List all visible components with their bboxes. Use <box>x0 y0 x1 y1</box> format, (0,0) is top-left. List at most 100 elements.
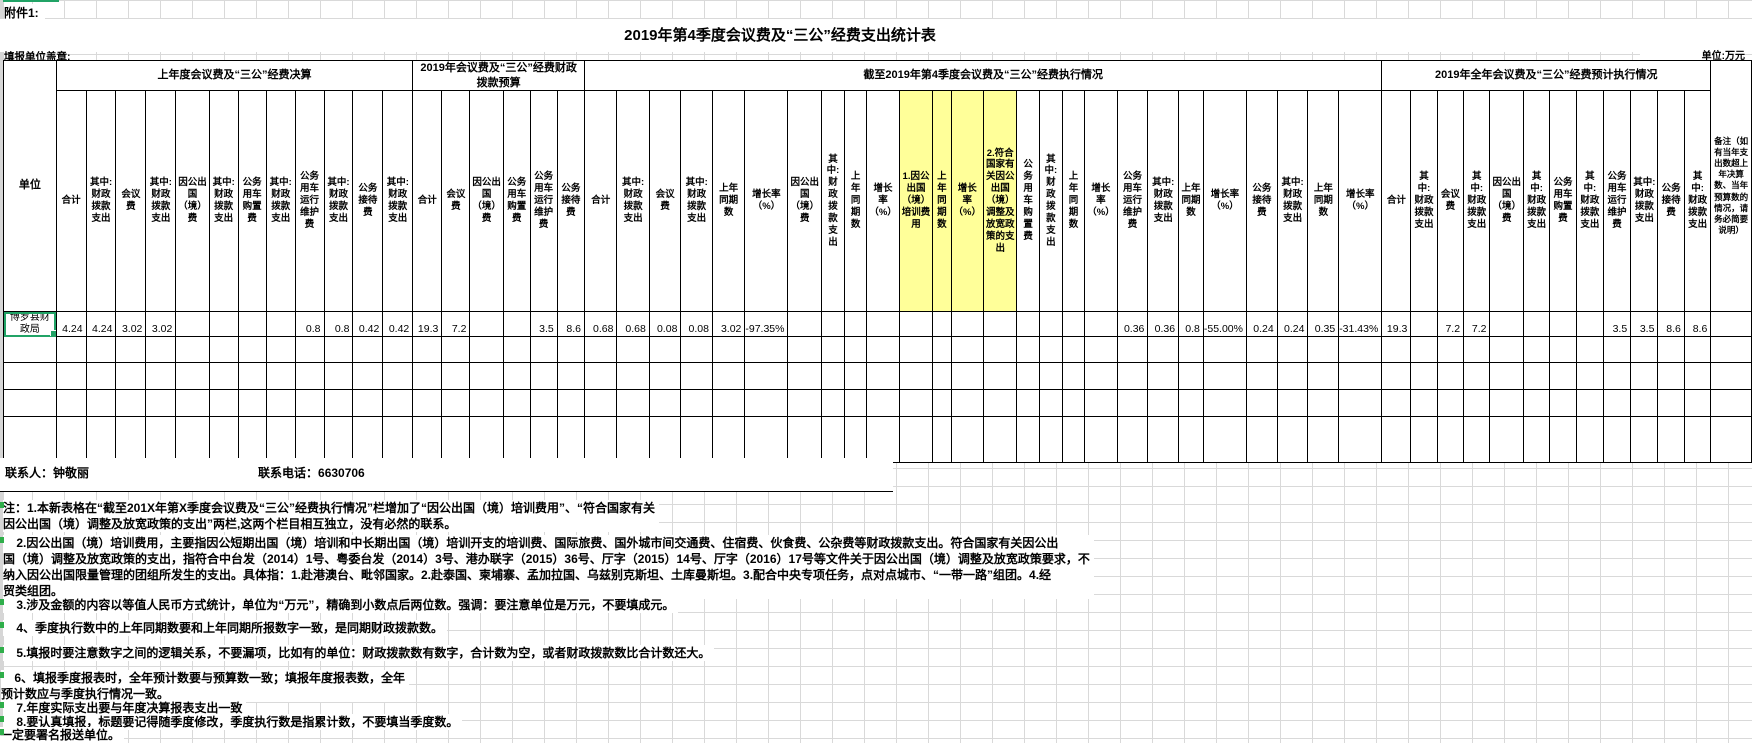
cell[interactable] <box>1410 416 1438 463</box>
cell[interactable] <box>616 336 650 363</box>
cell[interactable] <box>1683 336 1712 363</box>
cell[interactable] <box>1038 362 1063 390</box>
remark-column-header[interactable]: 备注（如有当年支出数超上年决算数、当年预算数的情况，请务必简要说明） <box>1710 60 1752 312</box>
cell[interactable] <box>529 336 558 363</box>
selected-cell-unit-name[interactable]: 博罗县财政局 <box>3 311 57 337</box>
cell[interactable] <box>820 336 845 363</box>
cell[interactable] <box>1245 362 1278 390</box>
cell[interactable] <box>1202 416 1247 463</box>
cell[interactable] <box>1602 416 1632 463</box>
cell[interactable] <box>441 389 471 417</box>
cell[interactable] <box>556 416 586 463</box>
cell[interactable] <box>237 416 267 463</box>
cell[interactable] <box>412 389 443 417</box>
cell[interactable] <box>680 389 713 417</box>
cell[interactable] <box>1549 336 1577 363</box>
column-header[interactable]: 公务接待费 <box>352 90 384 312</box>
cell[interactable]: 19.3 <box>412 311 443 337</box>
cell[interactable] <box>237 336 267 363</box>
column-header[interactable]: 会议费 <box>441 90 471 312</box>
cell[interactable] <box>85 389 117 417</box>
cell[interactable] <box>529 362 558 390</box>
cell[interactable]: -55.00% <box>1202 311 1247 337</box>
cell[interactable] <box>787 336 822 363</box>
column-header[interactable]: 上年同期数 <box>1307 90 1340 312</box>
group-header-2[interactable]: 2019年会议费及“三公”经费财政拨款预算 <box>412 60 586 91</box>
cell[interactable] <box>1575 362 1604 390</box>
column-header[interactable]: 合计 <box>412 90 443 312</box>
cell[interactable] <box>1575 389 1604 417</box>
cell[interactable] <box>1016 389 1040 417</box>
column-header[interactable]: 公务用车购置费 <box>502 90 531 312</box>
cell[interactable] <box>265 362 296 390</box>
cell[interactable] <box>1657 362 1685 390</box>
column-header[interactable]: 会议费 <box>648 90 682 312</box>
column-header[interactable]: 公务用车购置费 <box>1549 90 1577 312</box>
cell[interactable] <box>265 336 296 363</box>
cell[interactable]: 0.36 <box>1147 311 1180 337</box>
cell[interactable] <box>744 336 789 363</box>
cell[interactable]: 8.6 <box>556 311 586 337</box>
cell[interactable]: 0.68 <box>584 311 618 337</box>
cell[interactable] <box>1381 362 1412 390</box>
cell[interactable] <box>412 362 443 390</box>
cell[interactable] <box>1657 336 1685 363</box>
cell[interactable]: 0.24 <box>1276 311 1309 337</box>
cell[interactable]: 19.3 <box>1381 311 1412 337</box>
cell[interactable] <box>1463 389 1491 417</box>
cell[interactable] <box>1202 336 1247 363</box>
cell[interactable] <box>787 362 822 390</box>
cell[interactable] <box>616 362 650 390</box>
cell[interactable] <box>145 389 177 417</box>
cell[interactable] <box>1116 362 1149 390</box>
cell[interactable] <box>787 389 822 417</box>
column-header[interactable]: 其中:财政拨款支出 <box>1147 90 1180 312</box>
column-header[interactable]: 其中:财政拨款支出 <box>1575 90 1604 312</box>
cell[interactable]: -31.43% <box>1338 311 1383 337</box>
column-header[interactable]: 会议费 <box>115 90 147 312</box>
cell[interactable] <box>1084 389 1118 417</box>
cell[interactable] <box>1178 362 1204 390</box>
cell[interactable] <box>711 362 746 390</box>
cell[interactable] <box>3 362 57 390</box>
cell[interactable] <box>502 336 531 363</box>
cell[interactable]: 0.8 <box>323 311 354 337</box>
cell[interactable] <box>680 362 713 390</box>
cell[interactable] <box>1381 416 1412 463</box>
cell[interactable] <box>412 416 443 463</box>
cell[interactable] <box>208 389 239 417</box>
cell[interactable] <box>1061 416 1086 463</box>
cell[interactable] <box>1338 336 1383 363</box>
cell[interactable] <box>1276 416 1309 463</box>
cell[interactable] <box>1630 336 1659 363</box>
cell[interactable] <box>1657 389 1685 417</box>
cell[interactable] <box>1338 416 1383 463</box>
cell[interactable] <box>932 311 952 337</box>
cell[interactable] <box>1381 336 1412 363</box>
cell[interactable] <box>982 362 1018 390</box>
cell[interactable] <box>1657 416 1685 463</box>
cell[interactable] <box>1522 389 1551 417</box>
cell[interactable] <box>898 389 934 417</box>
cell[interactable] <box>843 416 868 463</box>
cell[interactable] <box>616 389 650 417</box>
cell[interactable] <box>744 389 789 417</box>
cell[interactable] <box>1016 311 1040 337</box>
cell[interactable] <box>1522 311 1551 337</box>
column-header[interactable]: 上年同期数 <box>711 90 746 312</box>
column-header[interactable]: 因公出国（境）费 <box>469 90 504 312</box>
cell[interactable]: 0.08 <box>680 311 713 337</box>
cell[interactable] <box>932 389 952 417</box>
cell[interactable] <box>1683 362 1712 390</box>
cell[interactable] <box>1116 416 1149 463</box>
cell[interactable] <box>1338 362 1383 390</box>
cell[interactable]: 7.2 <box>1436 311 1465 337</box>
cell[interactable] <box>1522 336 1551 363</box>
cell[interactable] <box>3 336 57 363</box>
cell[interactable] <box>1245 416 1278 463</box>
column-header[interactable]: 增长率（%） <box>1084 90 1118 312</box>
cell[interactable] <box>898 416 934 463</box>
group-header-3[interactable]: 截至2019年第4季度会议费及“三公”经费执行情况 <box>584 60 1383 91</box>
column-header[interactable]: 上年同期数 <box>1178 90 1204 312</box>
cell[interactable] <box>1549 416 1577 463</box>
